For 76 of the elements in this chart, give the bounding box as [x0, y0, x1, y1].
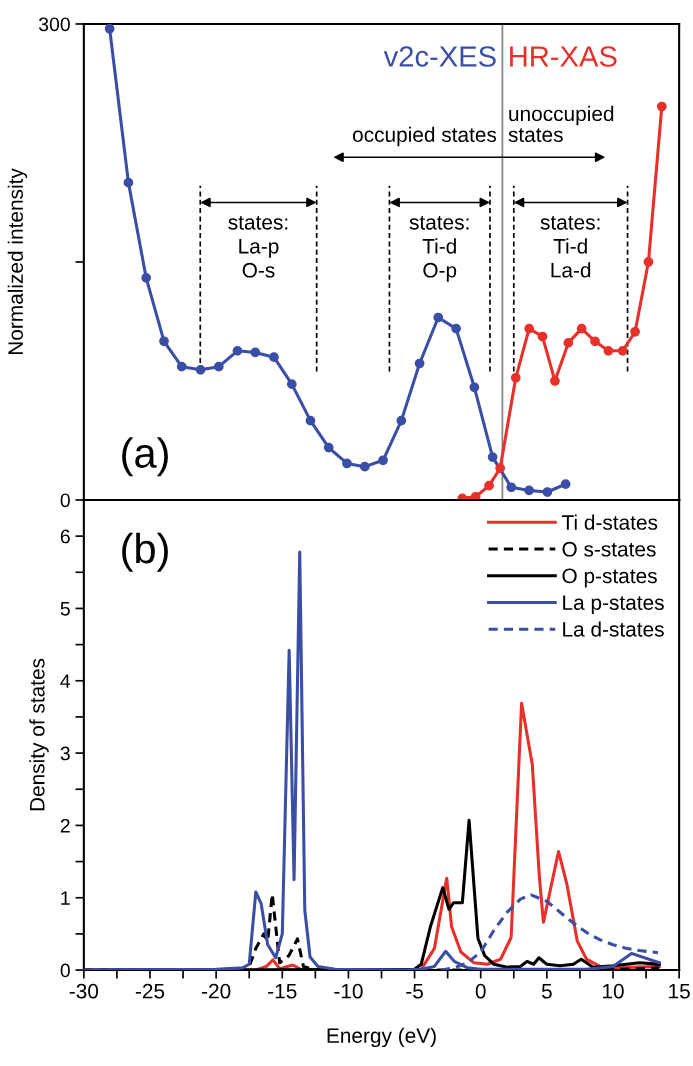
legend-label: O p-states [562, 568, 657, 588]
point [603, 345, 614, 356]
point [232, 345, 243, 356]
legend-label: La p-states [563, 595, 664, 615]
point [123, 177, 134, 188]
point [656, 101, 667, 112]
y-axis-title: Normalized intensity [7, 168, 28, 355]
point [630, 326, 640, 337]
legend-label: O s-states [562, 541, 656, 557]
annotation: unoccupied states [508, 105, 614, 143]
point [510, 372, 521, 383]
point [590, 336, 600, 347]
point [550, 376, 560, 386]
point [487, 452, 498, 462]
text: v2c-XES [383, 46, 496, 67]
point [537, 331, 548, 342]
point [213, 361, 224, 372]
y-axis-title: Density of states [29, 658, 49, 811]
point [524, 323, 534, 334]
point [563, 338, 574, 348]
point [495, 463, 506, 474]
point [286, 379, 297, 389]
point [323, 442, 334, 453]
point [104, 23, 115, 34]
point [542, 487, 553, 497]
point [159, 336, 169, 347]
point [451, 323, 461, 334]
x-tick-label: -10 [334, 983, 363, 999]
y-tick-label: 2 [60, 818, 70, 833]
point [305, 415, 316, 426]
x-tick-label: -15 [268, 984, 297, 999]
point [342, 458, 352, 469]
point [378, 455, 388, 466]
point [269, 352, 279, 363]
point [141, 272, 152, 283]
annotation: states: Ti-d O-p [409, 216, 469, 282]
annotation: occupied states [352, 126, 497, 147]
point [576, 323, 587, 334]
legend-label: Ti d-states [561, 514, 658, 530]
x-tick-label: 10 [603, 983, 624, 999]
x-tick-label: 15 [669, 984, 690, 999]
point [484, 480, 494, 491]
point [524, 485, 534, 496]
point [250, 347, 261, 358]
point [414, 358, 425, 369]
y-tick-label: 1 [61, 891, 70, 905]
annotation: (a) [122, 437, 168, 477]
annotation: states: La-p O-s [228, 216, 288, 278]
point [560, 479, 571, 489]
point [176, 361, 187, 372]
x-axis-title: Energy (eV) [327, 1027, 436, 1048]
point [643, 257, 654, 267]
x-tick-label: 0 [475, 983, 486, 999]
y-tick-label: 4 [60, 674, 71, 688]
y-tick-label: 300 [38, 17, 70, 32]
series-label: HR-XAS [510, 46, 617, 67]
point [433, 312, 444, 323]
point [506, 482, 517, 493]
point [359, 461, 370, 472]
x-tick-label: -30 [69, 983, 99, 999]
annotation: states: Ti-d La-d [540, 216, 600, 278]
y-tick-label: 0 [60, 493, 70, 508]
point [195, 364, 206, 375]
legend-label: La d-states [563, 621, 664, 637]
y-tick-label: 3 [60, 746, 70, 761]
y-tick-label: 6 [60, 529, 70, 544]
x-tick-label: 5 [541, 984, 552, 999]
x-tick-label: -5 [406, 984, 423, 999]
x-tick-label: -20 [202, 983, 231, 999]
point [469, 382, 480, 393]
point [617, 345, 628, 356]
x-tick-label: -25 [135, 983, 165, 999]
point [396, 415, 407, 426]
y-tick-label: 0 [60, 963, 70, 978]
annotation: (b) [122, 532, 168, 572]
y-tick-label: 5 [60, 602, 70, 616]
